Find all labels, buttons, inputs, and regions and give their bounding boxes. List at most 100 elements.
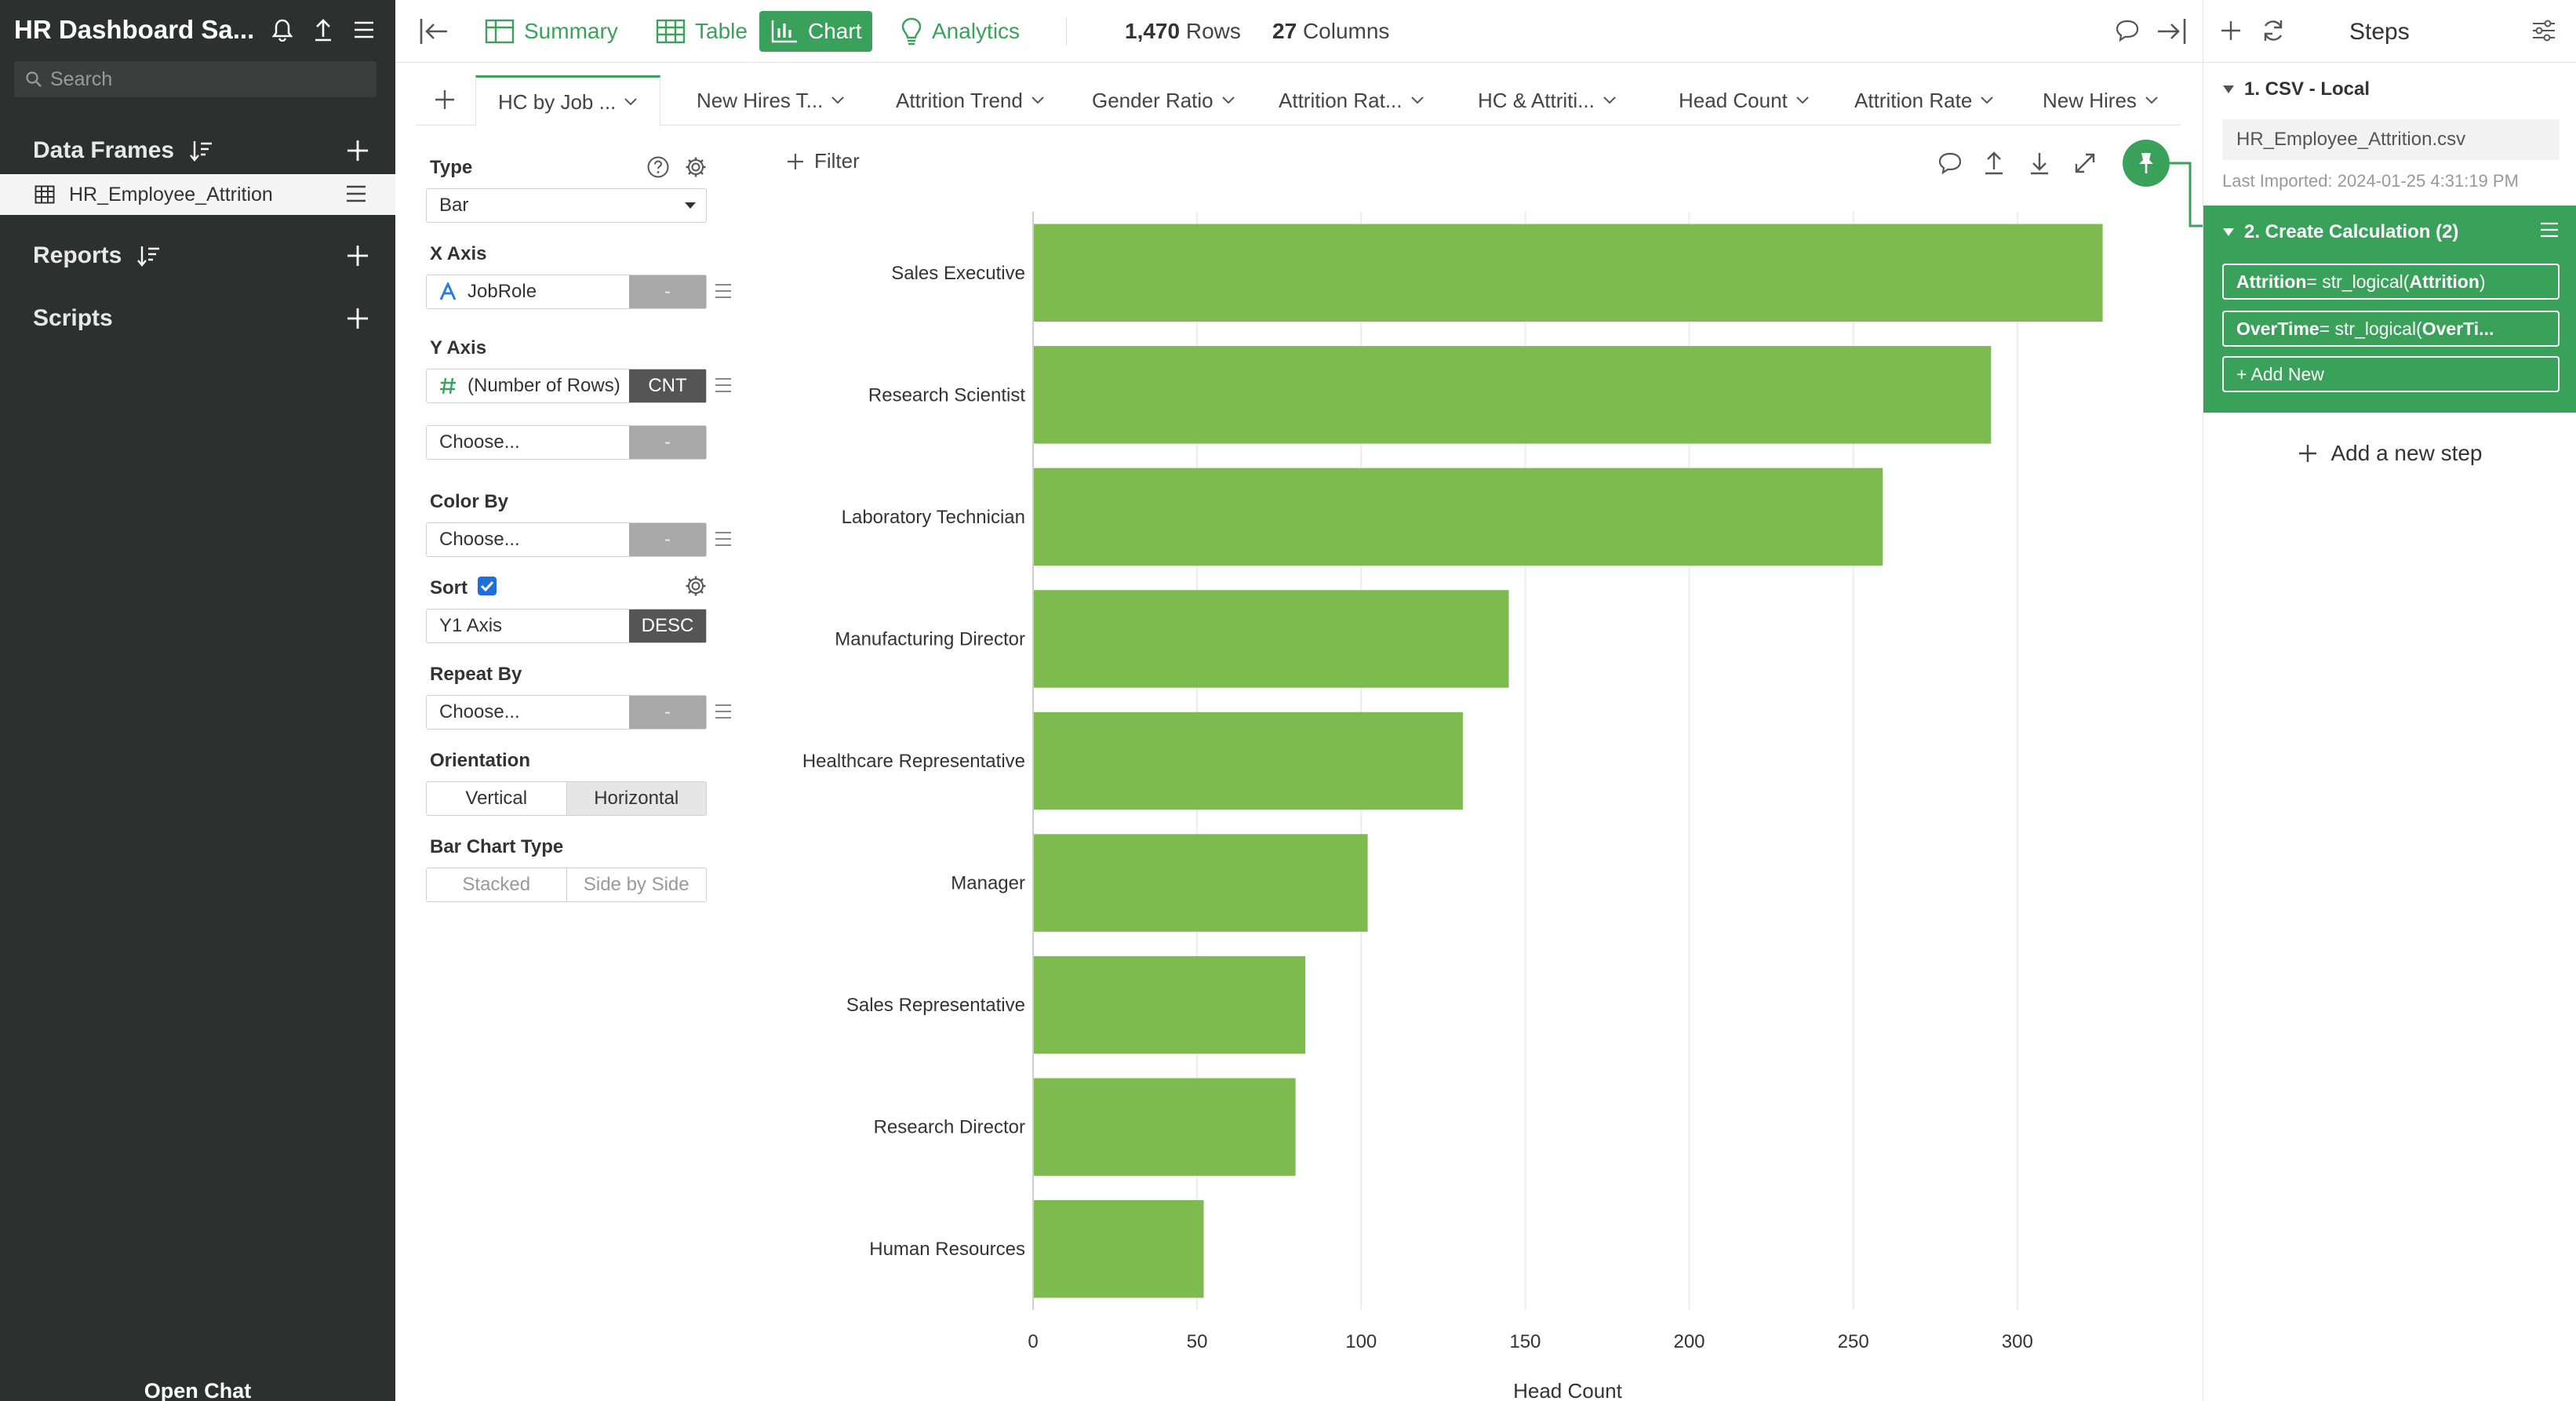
collapse-right-panel-icon[interactable] [2156, 17, 2187, 45]
repeat-by-field[interactable]: Choose... - [426, 695, 707, 730]
tab-label: HC by Job ... [498, 89, 617, 114]
repeat-by-aggregation[interactable]: - [629, 696, 706, 729]
add-new-calc-button[interactable]: + Add New [2222, 356, 2560, 392]
help-icon[interactable] [646, 155, 670, 179]
pin-button[interactable] [2123, 140, 2170, 187]
color-by-aggregation[interactable]: - [629, 523, 706, 556]
bar[interactable] [1034, 1200, 1204, 1298]
orientation-vertical-option[interactable]: Vertical [465, 788, 528, 809]
hamburger-menu-icon[interactable] [348, 14, 380, 45]
step-1-title[interactable]: 1. CSV - Local [2222, 78, 2370, 100]
tab-hc-attrition[interactable]: HC & Attriti... [1478, 75, 1617, 126]
bar[interactable] [1034, 346, 1992, 444]
calc-item-attrition[interactable]: Attrition = str_logical(Attrition) [2222, 264, 2560, 300]
comment-icon[interactable] [2115, 19, 2140, 42]
sort-direction[interactable]: DESC [629, 610, 706, 642]
sort-settings-gear-icon[interactable] [684, 574, 708, 598]
category-label: Human Resources [869, 1239, 1025, 1260]
chart-type-select[interactable]: Bar [426, 188, 707, 223]
collapse-sidebar-icon[interactable] [419, 17, 450, 45]
category-label: Research Scientist [868, 384, 1025, 406]
gear-icon[interactable] [684, 155, 708, 179]
sort-field[interactable]: Y1 Axis DESC [426, 609, 707, 643]
step-menu-icon[interactable] [2539, 221, 2560, 238]
chart-button[interactable]: Chart [759, 11, 873, 52]
chart-comment-icon[interactable] [1936, 149, 1964, 177]
caret-down-icon [2223, 86, 2234, 93]
bell-icon[interactable] [267, 14, 298, 45]
category-label: Research Director [874, 1117, 1025, 1138]
data-frame-menu-icon[interactable] [345, 184, 367, 204]
y2-axis-value: Choose... [439, 431, 520, 453]
y-axis-aggregation[interactable]: CNT [629, 369, 706, 402]
upload-icon[interactable] [307, 14, 339, 45]
tab-attrition-rate[interactable]: Attrition Rate [1854, 75, 1994, 126]
color-by-menu-icon[interactable] [714, 530, 733, 548]
bar[interactable] [1034, 711, 1463, 810]
x-tick-label: 100 [1345, 1331, 1377, 1352]
download-icon[interactable] [2025, 149, 2054, 177]
table-button[interactable]: Table [645, 11, 759, 52]
tab-attrition-trend[interactable]: Attrition Trend [896, 75, 1045, 126]
add-script-icon[interactable] [344, 304, 372, 333]
add-report-icon[interactable] [344, 242, 372, 270]
tab-attrition-rate-2[interactable]: Attrition Rat... [1279, 75, 1424, 126]
chart-type-value: Bar [439, 195, 469, 216]
top-toolbar: Summary Table Chart Analytics 1,470 Rows… [395, 0, 2203, 63]
calc-item-overtime[interactable]: OverTime = str_logical(OverTi... [2222, 311, 2560, 347]
row-count-label: Rows [1185, 19, 1241, 43]
tab-label: Attrition Trend [896, 88, 1023, 112]
tab-new-hires-trend[interactable]: New Hires T... [697, 75, 845, 126]
sort-checkbox[interactable] [477, 576, 497, 596]
y-axis-field[interactable]: (Number of Rows) CNT [426, 369, 707, 403]
caret-down-icon [2223, 228, 2234, 236]
bar-type-stacked-option[interactable]: Stacked [462, 874, 531, 895]
expand-icon[interactable] [2071, 149, 2099, 177]
data-frame-item[interactable]: HR_Employee_Attrition [0, 174, 395, 215]
step-2-title[interactable]: 2. Create Calculation (2) [2222, 221, 2458, 243]
sort-icon[interactable] [190, 140, 213, 162]
x-axis-aggregation[interactable]: - [629, 275, 706, 308]
filter-button[interactable]: Filter [786, 149, 860, 173]
open-chat-button[interactable]: Open Chat [144, 1379, 252, 1401]
search-input[interactable] [50, 67, 364, 91]
filter-settings-icon[interactable] [2531, 19, 2556, 42]
filter-label: Filter [814, 149, 860, 173]
sort-icon[interactable] [137, 245, 161, 267]
project-title[interactable]: HR Dashboard Sa... [14, 15, 255, 44]
tab-hc-by-job[interactable]: HC by Job ... [475, 75, 661, 126]
orientation-horizontal-option[interactable]: Horizontal [566, 782, 706, 815]
tab-gender-ratio[interactable]: Gender Ratio [1092, 75, 1235, 126]
x-axis-field[interactable]: JobRole - [426, 275, 707, 309]
y-axis-menu-icon[interactable] [714, 377, 733, 394]
chevron-down-icon [831, 96, 845, 104]
bar[interactable] [1034, 955, 1306, 1054]
refresh-icon[interactable] [2260, 17, 2287, 44]
x-axis-menu-icon[interactable] [714, 282, 733, 300]
add-tab-icon[interactable] [433, 88, 457, 111]
csv-file-name[interactable]: HR_Employee_Attrition.csv [2222, 119, 2560, 160]
bar[interactable] [1034, 590, 1509, 688]
y-axis-label: Y Axis [430, 337, 487, 358]
plus-icon [2299, 445, 2317, 462]
bar-type-side-by-side-option[interactable]: Side by Side [566, 868, 707, 901]
analytics-button[interactable]: Analytics [890, 11, 1031, 52]
add-new-step-button[interactable]: Add a new step [2203, 441, 2576, 466]
repeat-by-menu-icon[interactable] [714, 703, 733, 720]
calc-expr-pre: = str_logical( [2306, 271, 2410, 292]
export-icon[interactable] [1980, 149, 2008, 177]
bar[interactable] [1034, 1078, 1296, 1176]
summary-button[interactable]: Summary [474, 11, 629, 52]
add-step-icon[interactable] [2219, 19, 2243, 42]
bar[interactable] [1034, 468, 1883, 566]
sidebar-search[interactable] [14, 61, 377, 97]
y2-axis-aggregation[interactable]: - [629, 426, 706, 459]
row-count: 1,470 Rows [1125, 19, 1241, 44]
color-by-field[interactable]: Choose... - [426, 522, 707, 557]
tab-new-hires[interactable]: New Hires [2043, 75, 2159, 126]
y2-axis-field[interactable]: Choose... - [426, 425, 707, 460]
bar[interactable] [1034, 224, 2103, 322]
bar[interactable] [1034, 834, 1368, 932]
add-data-frame-icon[interactable] [344, 136, 372, 165]
tab-head-count[interactable]: Head Count [1679, 75, 1810, 126]
